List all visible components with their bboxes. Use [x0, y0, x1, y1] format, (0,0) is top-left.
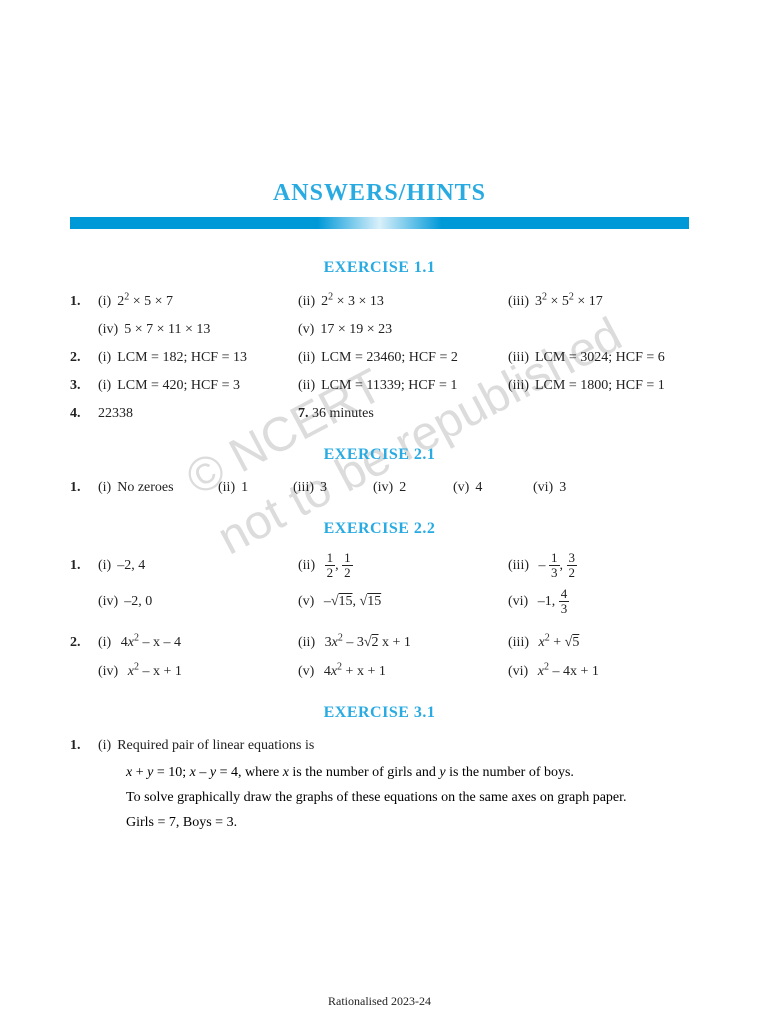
ex22-q1-i: –2, 4 [117, 558, 145, 573]
ex31-q1-solve: To solve graphically draw the graphs of … [126, 785, 689, 810]
footer-text: Rationalised 2023-24 [0, 994, 759, 1009]
ex22-q1-v: –√15, √15 [324, 594, 381, 609]
ex21-q1-iv: 2 [399, 480, 406, 495]
ex11-q4-row: 4. 22338 7. 36 minutes [70, 400, 689, 428]
qnum-7: 7. [298, 406, 309, 421]
ex31-q1-intro-text: Required pair of linear equations is [117, 738, 314, 753]
exercise-2-2-title: EXERCISE 2.2 [70, 520, 689, 538]
ex22-q1-row2: (iv)–2, 0 (v) –√15, √15 (vi) –1, 43 [70, 584, 689, 620]
ex11-q1-iv: 5 × 7 × 11 × 13 [124, 322, 210, 337]
ex21-q1-i: No zeroes [117, 480, 173, 495]
ex22-q2-iv: x2 – x + 1 [128, 664, 182, 679]
ex11-q1-row2: (iv)5 × 7 × 11 × 13 (v)17 × 19 × 23 [70, 316, 689, 344]
ex11-q1-i: 22 × 5 × 7 [117, 294, 173, 309]
ex11-q2-i: LCM = 182; HCF = 13 [117, 350, 247, 365]
ex11-q7: 36 minutes [312, 406, 374, 421]
ex31-q1-ans: Girls = 7, Boys = 3. [126, 810, 689, 835]
ex22-q2-i: 4x2 – x – 4 [121, 635, 181, 650]
qnum-1: 1. [70, 288, 98, 316]
ex11-q1-v: 17 × 19 × 23 [320, 322, 392, 337]
ex22-q1-iii: – 13, 32 [539, 558, 578, 573]
ex11-q3-ii: LCM = 11339; HCF = 1 [321, 378, 457, 393]
ex22-q2-v: 4x2 + x + 1 [324, 664, 386, 679]
main-title: ANSWERS/HINTS [70, 180, 689, 207]
ex11-q1-row1: 1. (i)22 × 5 × 7 (ii)22 × 3 × 13 (iii)32… [70, 287, 689, 316]
ex22-q1-vi: –1, 43 [538, 594, 570, 609]
qnum-4: 4. [70, 400, 98, 428]
ex11-q4: 22338 [98, 406, 133, 421]
ex22-q2-row1: 2. (i) 4x2 – x – 4 (ii) 3x2 – 3√2 x + 1 … [70, 628, 689, 657]
ex21-q1-v: 4 [475, 480, 482, 495]
ex22-q1-ii: 12, 12 [325, 558, 353, 573]
ex22-q2-row2: (iv) x2 – x + 1 (v) 4x2 + x + 1 (vi) x2 … [70, 657, 689, 686]
ex31-q1-eq: x + y = 10; x – y = 4, where x is the nu… [126, 760, 689, 785]
ex22-q2-vi: x2 – 4x + 1 [538, 664, 599, 679]
ex21-q1-row: 1. (i)No zeroes (ii)1 (iii)3 (iv)2 (v)4 … [70, 474, 689, 502]
ex21-q1-iii: 3 [320, 480, 327, 495]
ex11-q2-row: 2. (i)LCM = 182; HCF = 13 (ii)LCM = 2346… [70, 344, 689, 372]
ex11-q3-row: 3. (i)LCM = 420; HCF = 3 (ii)LCM = 11339… [70, 372, 689, 400]
ex11-q3-iii: LCM = 1800; HCF = 1 [535, 378, 665, 393]
exercise-3-1-title: EXERCISE 3.1 [70, 704, 689, 722]
ex22-q1-iv: –2, 0 [124, 594, 152, 609]
ex22-q2-iii: x2 + √5 [539, 635, 580, 650]
ex21-q1-ii: 1 [241, 480, 248, 495]
ex11-q1-iii: 32 × 52 × 17 [535, 294, 603, 309]
page-content: ANSWERS/HINTS EXERCISE 1.1 1. (i)22 × 5 … [0, 0, 759, 875]
ex21-q1-vi: 3 [559, 480, 566, 495]
qnum-3: 3. [70, 372, 98, 400]
ex11-q2-ii: LCM = 23460; HCF = 2 [321, 350, 458, 365]
ex11-q1-ii: 22 × 3 × 13 [321, 294, 384, 309]
exercise-1-1-title: EXERCISE 1.1 [70, 259, 689, 277]
ex22-q1-row1: 1. (i)–2, 4 (ii) 12, 12 (iii) – 13, 32 [70, 548, 689, 584]
ex11-q2-iii: LCM = 3024; HCF = 6 [535, 350, 665, 365]
qnum-2: 2. [70, 344, 98, 372]
ex31-q1-intro: 1. (i)Required pair of linear equations … [70, 732, 689, 760]
ex11-q3-i: LCM = 420; HCF = 3 [117, 378, 240, 393]
ex22-q2-ii: 3x2 – 3√2 x + 1 [325, 635, 411, 650]
title-bar [70, 217, 689, 229]
exercise-2-1-title: EXERCISE 2.1 [70, 446, 689, 464]
